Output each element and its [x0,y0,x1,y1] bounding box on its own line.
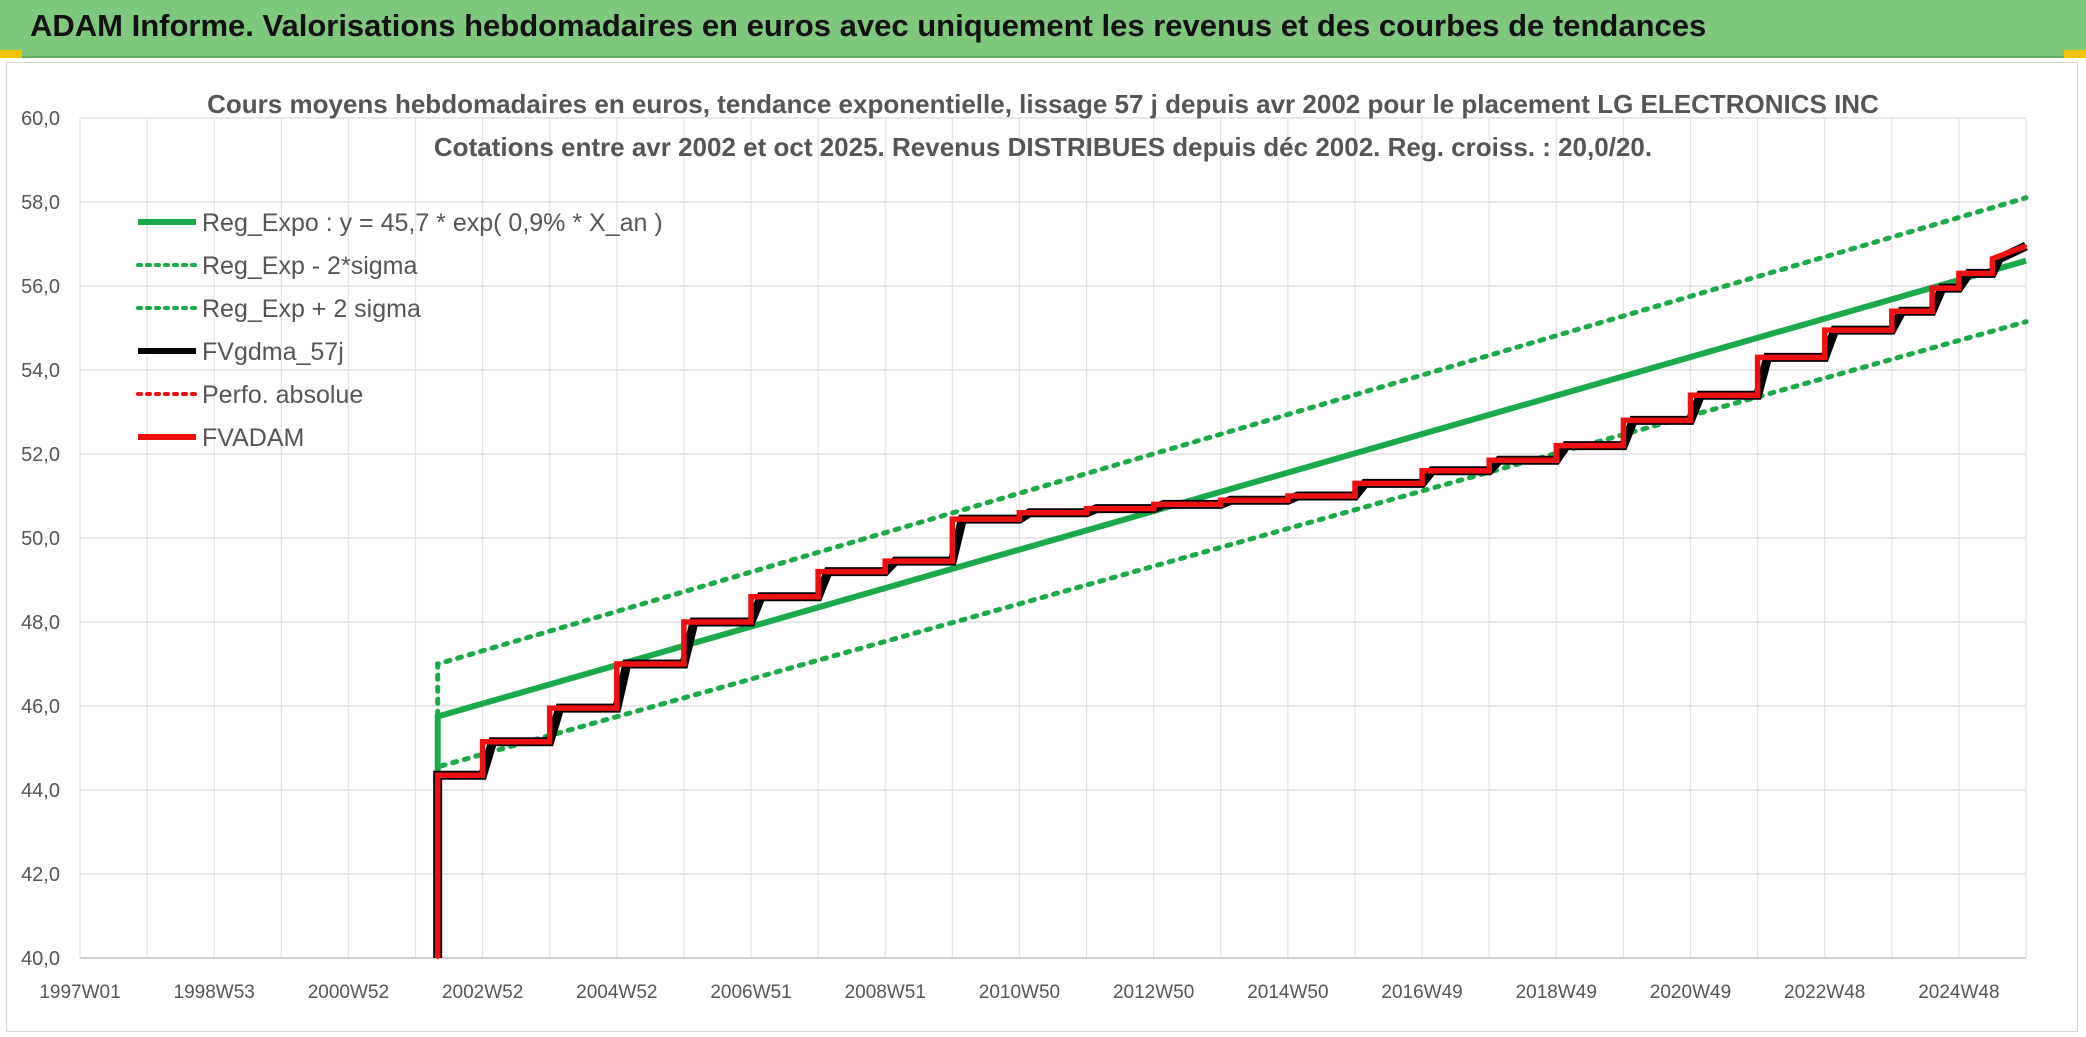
corner-marker-left [0,50,22,58]
series-line-4 [436,244,2028,960]
y-tick-label: 58,0 [21,192,60,214]
x-tick-label: 1997W01 [39,982,120,1003]
report-banner: ADAM Informe. Valorisations hebdomadaire… [0,0,2086,58]
y-tick-label: 52,0 [21,444,60,466]
series-line-5 [434,243,2027,958]
y-tick-label: 60,0 [21,108,60,130]
chart-title: Cours moyens hebdomadaires en euros, ten… [207,89,1879,119]
x-tick-label: 2024W48 [1918,982,1999,1003]
x-tick-label: 2018W49 [1516,982,1597,1003]
legend-label: Reg_Exp + 2 sigma [202,295,421,323]
y-tick-label: 46,0 [21,696,60,718]
x-axis-ticks: 1997W01 1998W53 2000W52 2002W52 2004W52 2006W… [39,982,1999,1003]
legend-label: FVADAM [202,424,304,452]
chart-subtitle: Cotations entre avr 2002 et oct 2025. Re… [434,132,1652,162]
x-tick-label: 2010W50 [979,982,1060,1003]
x-tick-label: 2020W49 [1650,982,1731,1003]
x-tick-label: 2016W49 [1381,982,1462,1003]
series-line-3 [433,242,2028,958]
legend-label: Reg_Exp - 2*sigma [202,252,417,280]
series-line-1 [435,319,2029,778]
report-title: ADAM Informe. Valorisations hebdomadaire… [30,8,1707,43]
y-tick-label: 48,0 [21,612,60,634]
x-tick-label: 2004W52 [576,982,657,1003]
legend-label: Perfo. absolue [202,381,363,409]
series-line-2 [435,195,2029,778]
y-axis-ticks: 40,0 42,0 44,0 46,0 48,0 50,0 52,0 54,0 56,0 58,0… [21,108,60,970]
x-tick-label: 2002W52 [442,982,523,1003]
corner-marker-right [2064,50,2086,58]
series-layer [433,195,2029,960]
y-tick-label: 54,0 [21,360,60,382]
x-tick-label: 1998W53 [174,982,255,1003]
y-tick-label: 40,0 [21,948,60,970]
y-tick-label: 56,0 [21,276,60,298]
x-tick-label: 2006W51 [710,982,791,1003]
legend-label: FVgdma_57j [202,338,344,366]
chart-frame [6,62,2078,1032]
legend: Reg_Expo : y = 45,7 * exp( 0,9% * X_an )… [136,209,663,452]
x-tick-label: 2014W50 [1247,982,1328,1003]
x-tick-label: 2008W51 [845,982,926,1003]
legend-label: Reg_Expo : y = 45,7 * exp( 0,9% * X_an ) [202,209,663,237]
x-tick-label: 2000W52 [308,982,389,1003]
y-tick-label: 44,0 [21,780,60,802]
y-tick-label: 42,0 [21,864,60,886]
x-tick-label: 2012W50 [1113,982,1194,1003]
x-tick-label: 2022W48 [1784,982,1865,1003]
y-tick-label: 50,0 [21,528,60,550]
